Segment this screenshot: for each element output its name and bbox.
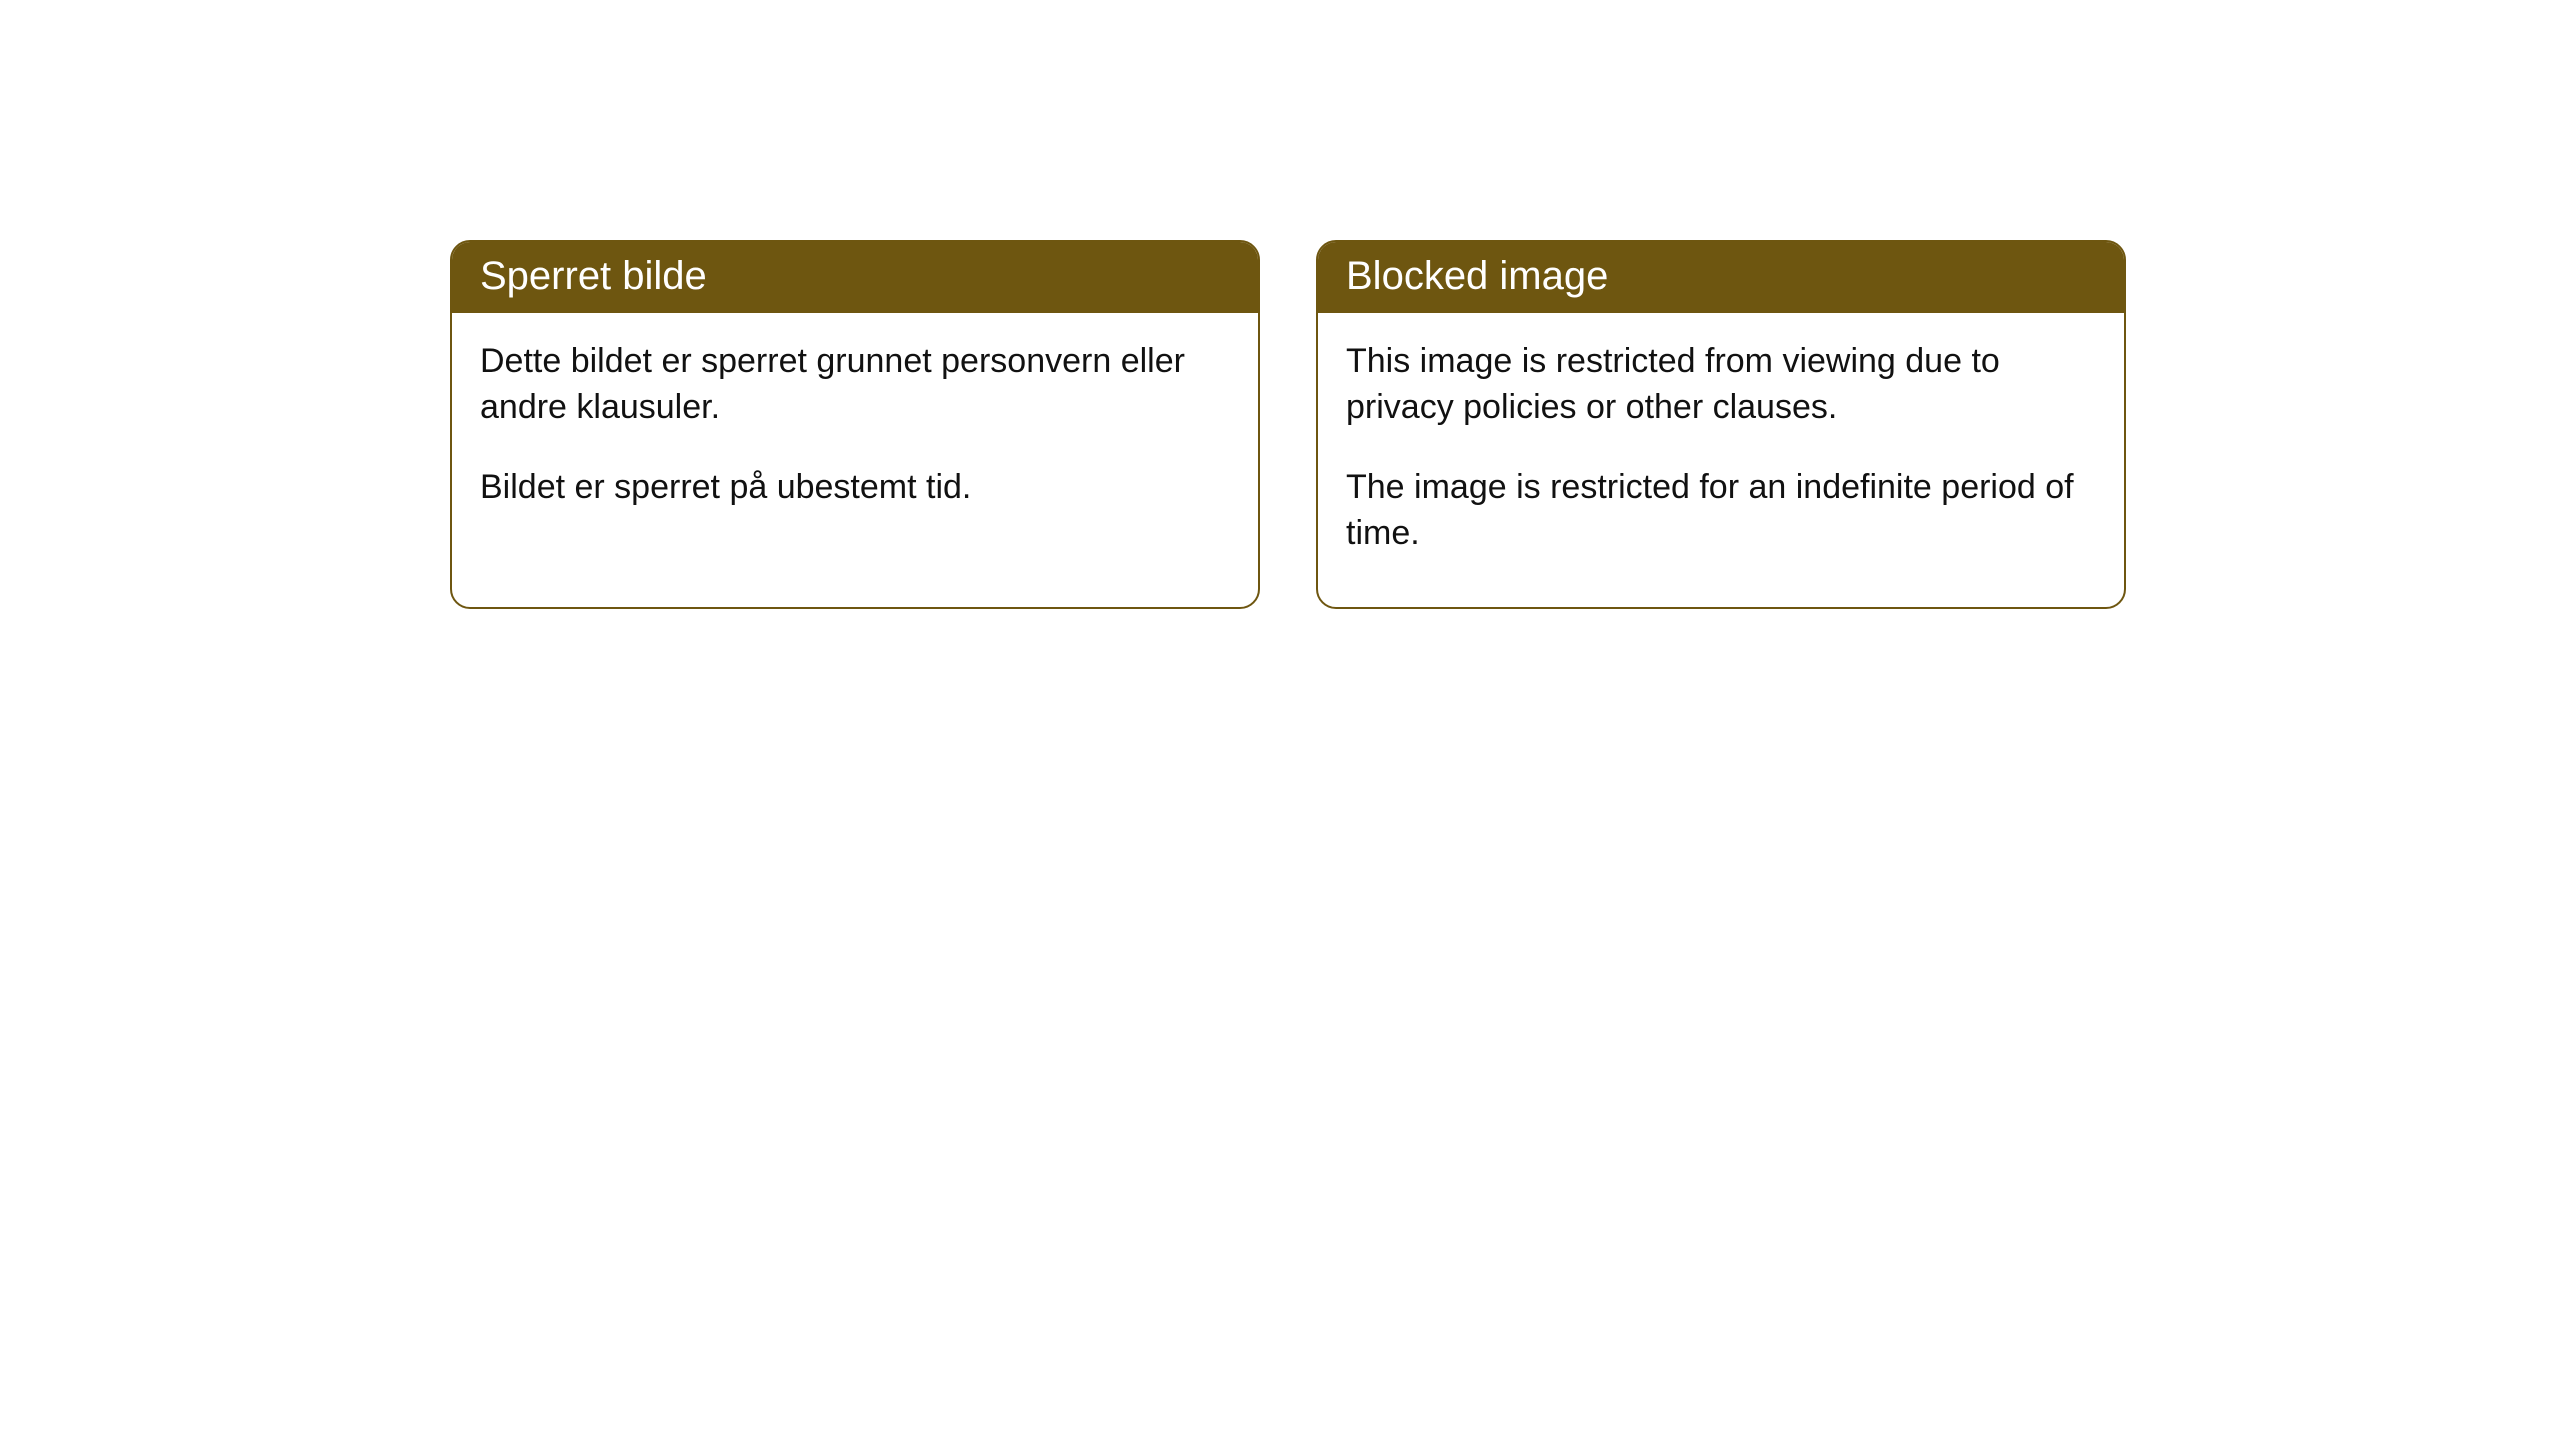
card-paragraph: This image is restricted from viewing du… [1346, 339, 2096, 431]
notice-container: Sperret bilde Dette bildet er sperret gr… [0, 0, 2560, 609]
card-title: Blocked image [1346, 254, 1608, 298]
card-paragraph: The image is restricted for an indefinit… [1346, 465, 2096, 557]
card-paragraph: Bildet er sperret på ubestemt tid. [480, 465, 1230, 511]
notice-card-norwegian: Sperret bilde Dette bildet er sperret gr… [450, 240, 1260, 609]
card-title: Sperret bilde [480, 254, 707, 298]
card-header: Sperret bilde [452, 242, 1258, 313]
card-paragraph: Dette bildet er sperret grunnet personve… [480, 339, 1230, 431]
card-body: Dette bildet er sperret grunnet personve… [452, 313, 1258, 561]
card-header: Blocked image [1318, 242, 2124, 313]
card-body: This image is restricted from viewing du… [1318, 313, 2124, 607]
notice-card-english: Blocked image This image is restricted f… [1316, 240, 2126, 609]
